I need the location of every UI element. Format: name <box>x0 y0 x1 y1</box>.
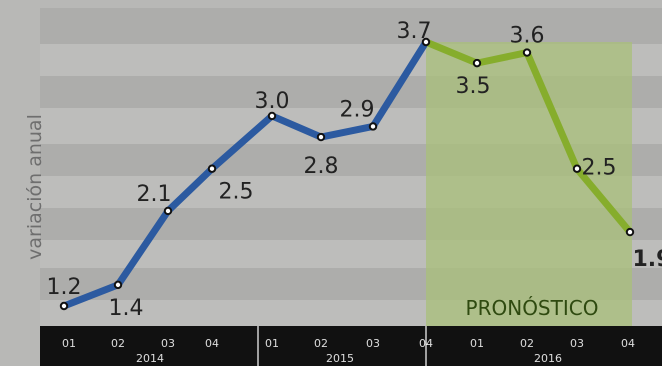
data-point <box>163 206 173 216</box>
data-label: 3.5 <box>456 74 491 99</box>
x-tick-label: 01 <box>470 337 484 350</box>
data-label: 3.7 <box>397 19 432 44</box>
x-tick-label: 04 <box>419 337 433 350</box>
data-label: 3.6 <box>510 24 545 49</box>
data-label: 3.0 <box>255 89 290 114</box>
data-label: 2.5 <box>582 156 617 181</box>
series-line-actual <box>60 38 430 310</box>
data-point <box>472 58 482 68</box>
x-tick-label: 02 <box>111 337 125 350</box>
data-point <box>316 132 326 142</box>
data-point <box>59 301 69 311</box>
data-label: 1.9 <box>633 247 662 272</box>
x-tick-label: 02 <box>314 337 328 350</box>
data-label: 1.2 <box>47 275 82 300</box>
x-tick-label: 04 <box>205 337 219 350</box>
x-tick-label: 04 <box>621 337 635 350</box>
x-tick-label: 03 <box>161 337 175 350</box>
data-point <box>207 164 217 173</box>
data-point <box>572 164 582 173</box>
data-point <box>625 227 635 237</box>
year-label: 2016 <box>534 352 562 365</box>
grid-band <box>40 8 662 44</box>
forecast-label: PRONÓSTICO <box>466 296 599 320</box>
y-axis-label: variación anual <box>23 114 46 260</box>
x-axis-bar <box>40 326 662 366</box>
x-tick-label: 03 <box>570 337 584 350</box>
x-tick-label: 02 <box>520 337 534 350</box>
data-point <box>267 111 277 121</box>
data-label: 2.9 <box>340 97 375 122</box>
data-label: 2.5 <box>219 180 254 205</box>
x-tick-label: 03 <box>366 337 380 350</box>
data-label: 2.8 <box>304 154 339 179</box>
x-tick-label: 01 <box>265 337 279 350</box>
data-label: 2.1 <box>137 182 172 207</box>
data-point <box>522 48 532 57</box>
forecast-region <box>426 42 632 326</box>
data-point <box>113 280 123 290</box>
year-label: 2015 <box>326 352 354 365</box>
data-label: 1.4 <box>109 296 144 321</box>
data-point <box>368 122 378 131</box>
year-label: 2014 <box>136 352 164 365</box>
data-point <box>421 37 431 47</box>
x-tick-label: 01 <box>62 337 76 350</box>
